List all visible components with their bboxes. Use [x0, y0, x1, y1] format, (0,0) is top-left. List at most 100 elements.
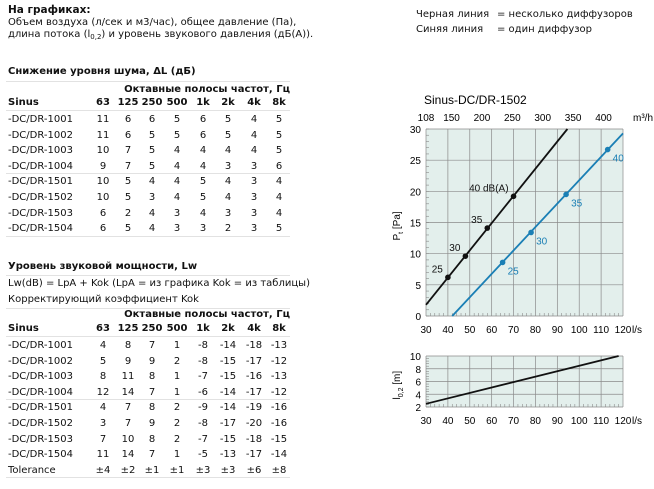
- table-cell: -19: [245, 402, 263, 414]
- table-cell: 7: [124, 402, 132, 414]
- y-tick-label: 15: [410, 219, 422, 230]
- table-cell: 12: [96, 386, 110, 398]
- table-cell: ±3: [195, 464, 211, 476]
- column-header: 8k: [272, 323, 286, 334]
- divider: [6, 173, 290, 175]
- y-tick-label: 8: [415, 365, 421, 376]
- x-tick-label: 100: [571, 416, 588, 427]
- table-cell: 4: [199, 160, 207, 172]
- column-header: 63: [96, 97, 110, 108]
- table-cell: 4: [199, 207, 207, 219]
- table-cell: 4: [224, 176, 232, 188]
- y-tick-label: 5: [415, 281, 421, 292]
- table-cell: 5: [148, 160, 156, 172]
- table-cell: 9: [124, 355, 132, 367]
- noise-band-header: Октавные полосы частот, Гц: [124, 84, 290, 95]
- x-axis-label: l/s: [632, 416, 642, 427]
- table-cell: 3: [224, 160, 232, 172]
- data-point: [462, 253, 469, 259]
- column-header: 1k: [196, 323, 210, 334]
- table-cell: -15: [219, 433, 237, 445]
- y-axis-label: Pt [Pa]: [392, 211, 405, 240]
- legend-black-label: Черная линия: [416, 9, 490, 20]
- column-header: 4k: [247, 323, 261, 334]
- top-tick-label: 350: [565, 113, 582, 124]
- table-cell: 3: [99, 418, 107, 429]
- column-header: 2k: [221, 97, 235, 108]
- column-header: 250: [141, 97, 163, 108]
- data-point: [484, 225, 491, 231]
- table-cell: -13: [219, 449, 237, 461]
- series-line: [451, 132, 624, 317]
- table-cell: 1: [173, 386, 181, 398]
- x-tick-label: 120: [615, 416, 632, 427]
- table-cell: 4: [99, 402, 107, 414]
- table-cell: 7: [124, 145, 132, 157]
- table-cell: -16: [270, 402, 288, 414]
- table-cell: 5: [148, 129, 156, 141]
- table-cell: 2: [173, 418, 181, 429]
- column-header: 4k: [247, 97, 261, 108]
- table-cell: 9: [148, 355, 156, 367]
- table-cell: 10: [121, 433, 135, 445]
- table-cell: ±1: [169, 464, 185, 476]
- data-point: [510, 193, 517, 200]
- column-header: 125: [117, 323, 139, 334]
- point-label: 35: [471, 215, 483, 226]
- line2-pre: длина потока (l: [8, 29, 91, 40]
- table-cell: 4: [275, 176, 283, 188]
- divider: [6, 235, 290, 237]
- table-cell: -12: [270, 355, 288, 367]
- y-tick-label: 6: [415, 378, 421, 389]
- table-cell: -18: [245, 340, 263, 351]
- column-header: 500: [166, 323, 188, 334]
- table-cell: -7: [198, 371, 208, 383]
- row-label: -DC/DR-1504: [8, 449, 73, 461]
- top-tick-label: 108: [418, 113, 435, 124]
- data-point: [563, 191, 569, 198]
- table-cell: -18: [245, 433, 263, 445]
- table-cell: 9: [148, 418, 156, 429]
- table-cell: 4: [148, 207, 156, 219]
- legend-black-desc: = несколько диффузоров: [497, 9, 633, 20]
- table-cell: 10: [96, 176, 110, 188]
- x-tick-label: 80: [530, 325, 542, 336]
- table-cell: 3: [250, 192, 258, 203]
- table-cell: 2: [224, 223, 232, 235]
- point-label: 25: [432, 264, 444, 275]
- table-cell: 5: [275, 114, 283, 125]
- point-label: 35: [571, 198, 583, 209]
- table-cell: ±4: [95, 464, 111, 476]
- table-cell: 5: [148, 145, 156, 157]
- divider: [6, 81, 290, 82]
- table-cell: 7: [99, 433, 107, 445]
- table-cell: 4: [148, 223, 156, 235]
- table-cell: 5: [124, 192, 132, 203]
- table-cell: 14: [121, 449, 135, 461]
- row-label: -DC/DR-1004: [8, 160, 73, 172]
- table-cell: 3: [173, 207, 181, 219]
- top-tick-label: 400: [595, 113, 612, 124]
- table-cell: -14: [219, 340, 237, 351]
- y-tick-label: 20: [410, 187, 422, 198]
- x-tick-label: 40: [442, 416, 454, 427]
- table-cell: 6: [199, 114, 207, 125]
- column-header: Sinus: [8, 97, 39, 108]
- legend-blue-desc: = один диффузор: [497, 24, 593, 35]
- table-cell: 1: [173, 371, 181, 383]
- table-cell: 2: [173, 355, 181, 367]
- table-cell: 14: [121, 386, 135, 398]
- table-cell: 3: [148, 192, 156, 203]
- table-cell: 11: [121, 371, 135, 383]
- table-cell: 2: [173, 402, 181, 414]
- table-cell: 5: [173, 129, 181, 141]
- table-cell: -16: [245, 371, 263, 383]
- divider: [6, 110, 290, 111]
- table-cell: 5: [224, 114, 232, 125]
- row-label: -DC/DR-1001: [8, 114, 73, 125]
- table-cell: 5: [199, 176, 207, 188]
- table-cell: -7: [198, 433, 208, 445]
- table-cell: 6: [199, 129, 207, 141]
- row-label: -DC/DR-1003: [8, 371, 73, 383]
- table-cell: 7: [148, 340, 156, 351]
